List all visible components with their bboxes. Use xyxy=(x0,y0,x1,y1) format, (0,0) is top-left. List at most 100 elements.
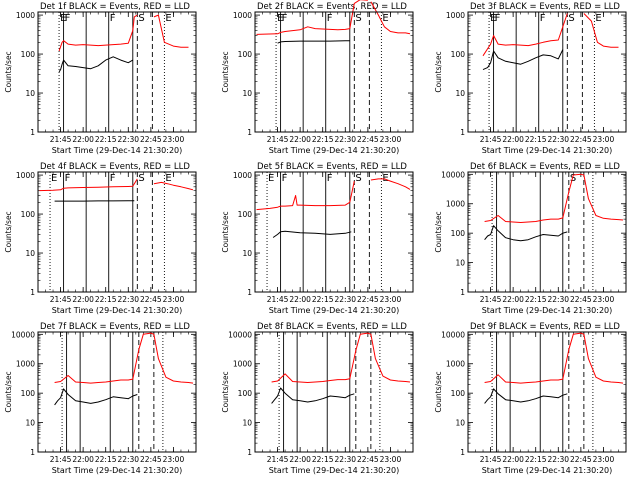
x-tick-label: 23:00 xyxy=(163,135,185,144)
y-tick-label: 1 xyxy=(247,448,252,457)
marker-label: S xyxy=(138,173,144,184)
x-tick-label: 22:00 xyxy=(502,135,524,144)
x-tick-label: 22:15 xyxy=(312,455,334,464)
plot-frame xyxy=(37,171,197,293)
marker-label: F xyxy=(540,13,546,24)
x-axis-label: Start Time (29-Dec-14 21:30:20) xyxy=(52,466,183,475)
series-line-events xyxy=(484,388,568,404)
y-tick-label: 1000 xyxy=(16,11,35,20)
marker-label: S xyxy=(570,173,576,184)
marker-label: E xyxy=(382,13,388,24)
marker-label: E xyxy=(51,173,57,184)
y-tick-label: 10000 xyxy=(11,330,35,339)
y-axis-label: Counts/sec xyxy=(434,51,443,92)
plot-panel-9f: Det 9f BLACK = Events, RED = LLD Counts/s… xyxy=(434,322,627,475)
y-axis-label: Counts/sec xyxy=(4,51,13,92)
marker-label: S xyxy=(355,173,361,184)
marker-label: F xyxy=(327,13,333,24)
plot-frame xyxy=(254,331,414,453)
x-tick-label: 21:45 xyxy=(50,455,72,464)
y-tick-label: 100 xyxy=(21,50,36,59)
y-tick-label: 100 xyxy=(238,210,253,219)
x-tick-label: 23:00 xyxy=(593,295,615,304)
series-line-lld xyxy=(370,1,411,35)
x-tick-label: 22:45 xyxy=(357,455,379,464)
y-tick-label: 100 xyxy=(451,50,466,59)
y-tick-label: 10 xyxy=(242,419,252,428)
series-line-lld xyxy=(271,332,411,383)
series-line-lld xyxy=(482,13,568,57)
x-tick-label: 21:45 xyxy=(480,455,502,464)
plot-panel-7f: Det 7f BLACK = Events, RED = LLD Counts/s… xyxy=(4,322,197,475)
x-tick-label: 22:30 xyxy=(334,455,356,464)
x-tick-label: 22:15 xyxy=(95,455,117,464)
y-tick-label: 10 xyxy=(455,419,465,428)
y-tick-label: 10 xyxy=(242,249,252,258)
plot-title: Det 1f BLACK = Events, RED = LLD xyxy=(40,2,190,12)
x-tick-label: 23:00 xyxy=(163,455,185,464)
x-tick-label: 22:15 xyxy=(525,135,547,144)
x-tick-label: 21:45 xyxy=(480,135,502,144)
plot-frame xyxy=(254,171,414,293)
x-tick-label: 21:45 xyxy=(480,295,502,304)
y-tick-label: 1 xyxy=(460,128,465,137)
y-axis-label: Counts/sec xyxy=(434,211,443,252)
marker-label: F xyxy=(65,13,71,24)
x-tick-label: 22:30 xyxy=(117,295,139,304)
plot-title: Det 7f BLACK = Events, RED = LLD xyxy=(40,322,190,332)
plot-frame xyxy=(37,11,197,133)
y-tick-label: 1 xyxy=(30,448,35,457)
plot-frame xyxy=(37,331,197,453)
x-tick-label: 22:00 xyxy=(72,455,94,464)
y-tick-label: 1000 xyxy=(446,11,465,20)
plot-panel-1f: Det 1f BLACK = Events, RED = LLD Counts/s… xyxy=(4,2,197,155)
y-tick-label: 100 xyxy=(451,229,466,238)
x-axis-label: Start Time (29-Dec-14 21:30:20) xyxy=(52,306,183,315)
marker-label: F xyxy=(282,13,288,24)
marker-label: F xyxy=(65,173,71,184)
series-line-events xyxy=(272,230,352,238)
series-line-lld xyxy=(54,332,194,384)
plot-panel-5f: Det 5f BLACK = Events, RED = LLD Counts/s… xyxy=(221,162,414,315)
x-tick-label: 21:45 xyxy=(267,455,289,464)
y-tick-label: 10 xyxy=(455,89,465,98)
series-line-lld xyxy=(58,14,138,52)
y-axis-label: Counts/sec xyxy=(221,51,230,92)
y-tick-label: 100 xyxy=(238,389,253,398)
plot-frame xyxy=(467,11,627,133)
y-tick-label: 1 xyxy=(30,128,35,137)
series-line-lld xyxy=(153,181,194,191)
y-tick-label: 1 xyxy=(247,128,252,137)
y-tick-label: 1000 xyxy=(233,360,252,369)
marker-label: S xyxy=(568,13,574,24)
series-line-lld xyxy=(484,173,624,223)
x-tick-label: 22:30 xyxy=(117,455,139,464)
x-tick-label: 22:30 xyxy=(117,135,139,144)
y-axis-label: Counts/sec xyxy=(4,371,13,412)
x-tick-label: 22:45 xyxy=(140,455,162,464)
x-tick-label: 22:45 xyxy=(357,135,379,144)
marker-label: F xyxy=(282,173,288,184)
x-tick-label: 22:45 xyxy=(140,135,162,144)
x-tick-label: 22:00 xyxy=(502,455,524,464)
x-tick-label: 23:00 xyxy=(380,135,402,144)
series-line-events xyxy=(271,387,355,404)
plot-frame xyxy=(254,11,414,133)
y-tick-label: 10 xyxy=(455,259,465,268)
marker-label: S xyxy=(138,13,144,24)
marker-label: F xyxy=(495,13,501,24)
x-tick-label: 22:30 xyxy=(547,455,569,464)
y-tick-label: 10 xyxy=(25,89,35,98)
x-axis-label: Start Time (29-Dec-14 21:30:20) xyxy=(269,306,400,315)
series-line-lld xyxy=(39,178,138,192)
x-tick-label: 21:45 xyxy=(267,295,289,304)
plot-frame xyxy=(467,171,627,293)
x-tick-label: 21:45 xyxy=(50,295,72,304)
y-tick-label: 1000 xyxy=(16,171,35,180)
x-tick-label: 21:45 xyxy=(267,135,289,144)
x-tick-label: 21:45 xyxy=(50,135,72,144)
series-line-events xyxy=(54,388,138,406)
plot-frame xyxy=(467,331,627,453)
series-line-events xyxy=(58,56,134,73)
plot-title: Det 6f BLACK = Events, RED = LLD xyxy=(470,162,620,172)
